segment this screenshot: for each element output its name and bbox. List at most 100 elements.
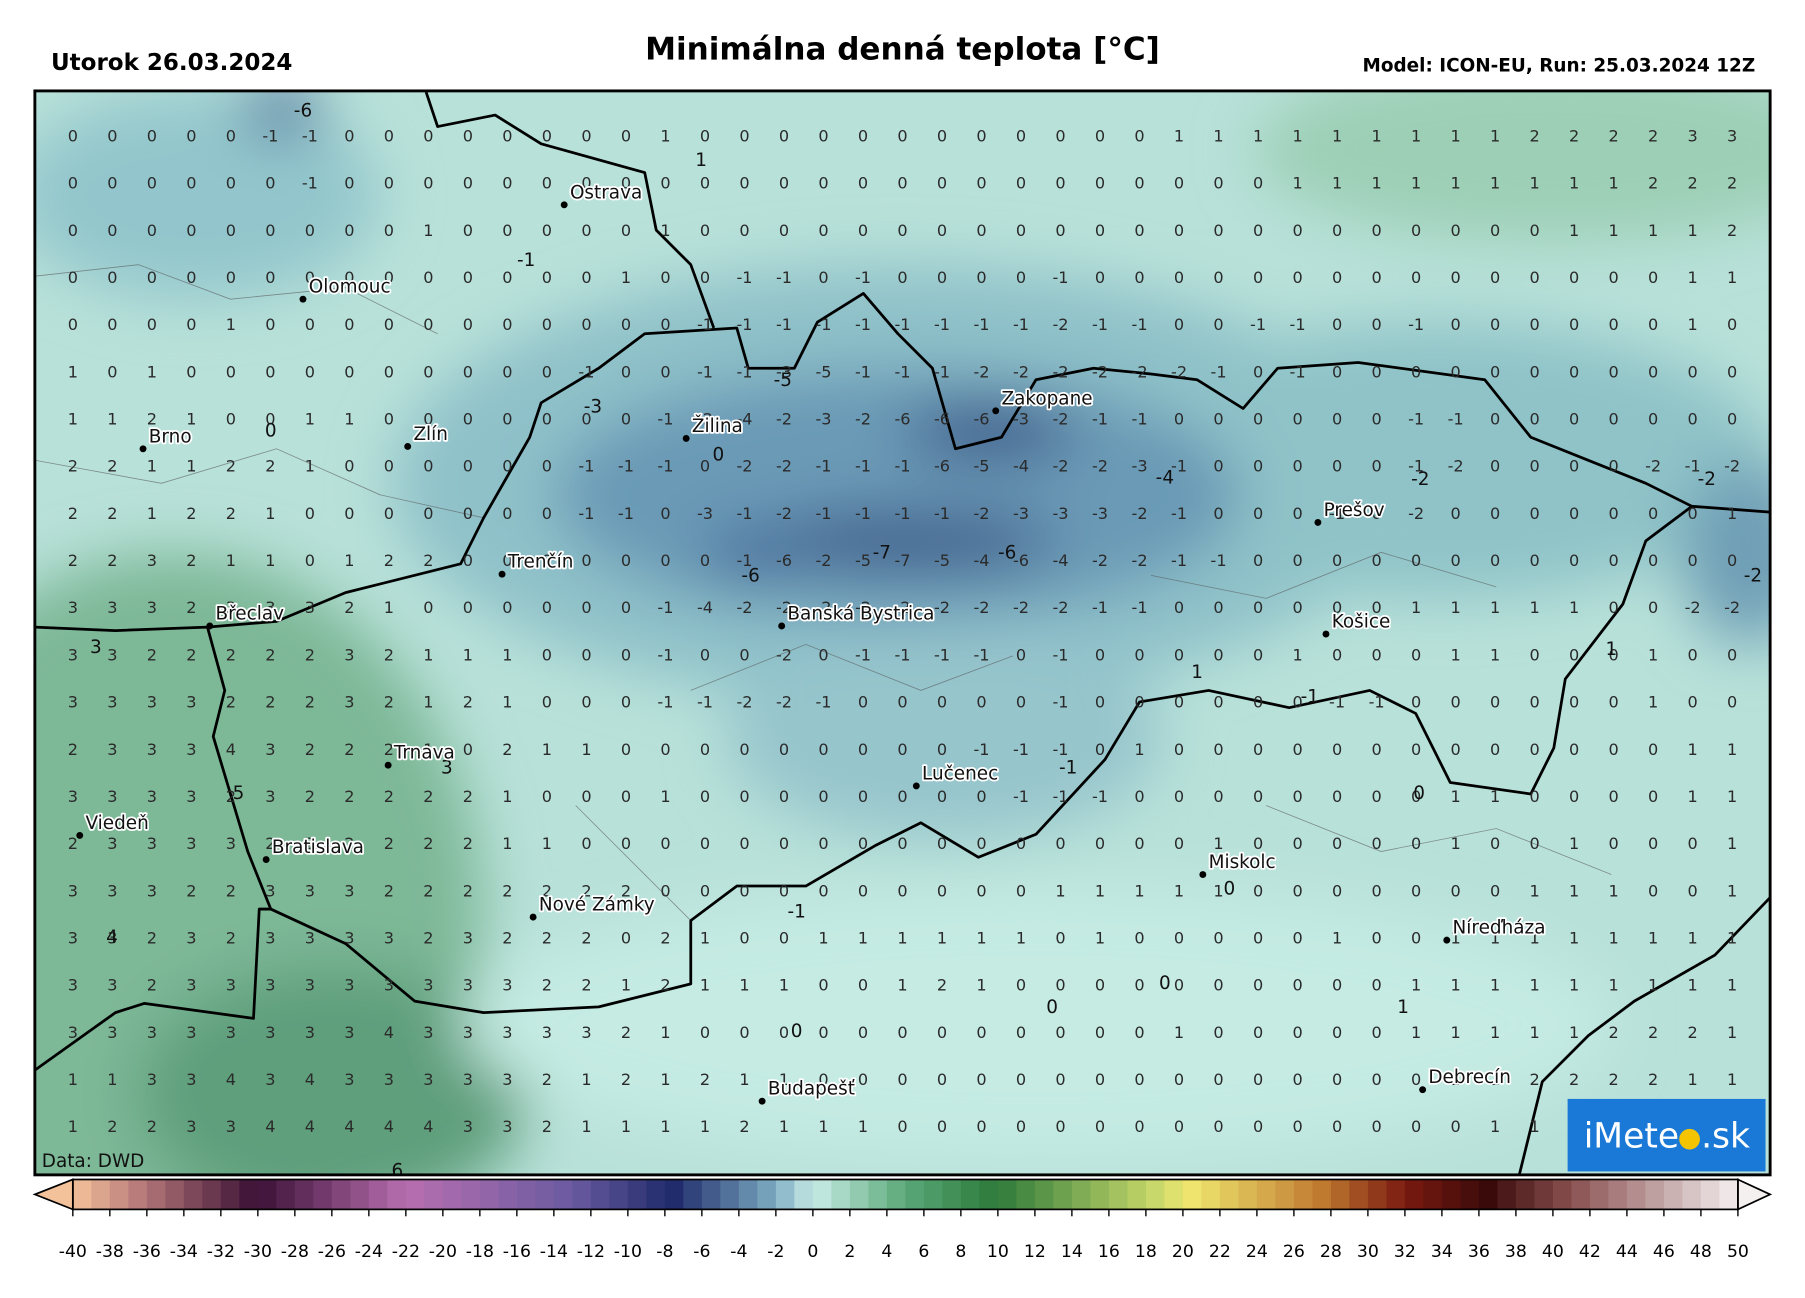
grid-value: 0: [463, 551, 473, 570]
grid-value: 0: [858, 693, 868, 712]
city-label: Viedeň: [85, 813, 148, 834]
grid-value: 0: [463, 457, 473, 476]
date-label: Utorok 26.03.2024: [51, 50, 292, 76]
grid-value: 0: [1688, 834, 1698, 853]
grid-value: 0: [1727, 645, 1737, 664]
grid-value: -1: [973, 740, 989, 759]
grid-value: 2: [107, 551, 117, 570]
colorbar-cell: [1164, 1179, 1184, 1210]
grid-value: -2: [1408, 504, 1424, 523]
grid-value: -1: [736, 551, 752, 570]
grid-value: 0: [1490, 551, 1500, 570]
grid-value: 1: [1490, 645, 1500, 664]
grid-value: -1: [855, 268, 871, 287]
grid-value: 0: [186, 268, 196, 287]
grid-value: 0: [581, 645, 591, 664]
grid-value: 1: [700, 928, 710, 947]
grid-value: 1: [1648, 221, 1658, 240]
colorbar-tick-label: -30: [244, 1242, 272, 1262]
grid-value: 1: [1529, 976, 1539, 995]
city-label: Břeclav: [216, 603, 285, 624]
grid-value: 0: [1292, 928, 1302, 947]
grid-value: 0: [621, 126, 631, 145]
grid-value: -1: [578, 457, 594, 476]
grid-value: -1: [1171, 457, 1187, 476]
extreme-value: 0: [265, 421, 277, 442]
grid-value: 0: [1648, 504, 1658, 523]
grid-value: -1: [618, 504, 634, 523]
grid-value: 0: [1253, 1023, 1263, 1042]
grid-value: 0: [344, 221, 354, 240]
grid-value: 0: [1727, 362, 1737, 381]
grid-value: 1: [1490, 1070, 1500, 1089]
grid-value: 1: [1569, 834, 1579, 853]
grid-value: 0: [384, 504, 394, 523]
grid-value: 3: [226, 834, 236, 853]
grid-value: 0: [621, 221, 631, 240]
grid-value: 0: [1688, 881, 1698, 900]
grid-value: 0: [581, 834, 591, 853]
grid-value: 3: [186, 740, 196, 759]
grid-value: 0: [1016, 645, 1026, 664]
grid-value: 1: [463, 645, 473, 664]
grid-value: 3: [186, 928, 196, 947]
grid-value: 0: [818, 834, 828, 853]
city-label: Nové Zámky: [539, 895, 655, 916]
grid-value: 2: [621, 881, 631, 900]
city-label: Brno: [149, 426, 192, 447]
grid-value: 1: [1569, 174, 1579, 193]
extreme-value: 0: [1413, 783, 1425, 804]
grid-value: 0: [423, 174, 433, 193]
grid-value: 1: [621, 268, 631, 287]
grid-value: 3: [463, 1070, 473, 1089]
grid-value: 3: [147, 881, 157, 900]
grid-value: 0: [700, 457, 710, 476]
grid-value: 0: [502, 221, 512, 240]
grid-value: 2: [68, 740, 78, 759]
grid-value: 2: [739, 1117, 749, 1136]
grid-value: 1: [186, 457, 196, 476]
grid-value: 4: [423, 1117, 433, 1136]
grid-value: 0: [858, 126, 868, 145]
grid-value: 2: [107, 457, 117, 476]
extreme-value: 1: [695, 150, 707, 171]
colorbar-cell: [868, 1179, 888, 1210]
grid-value: -2: [1013, 598, 1029, 617]
grid-value: 1: [1529, 881, 1539, 900]
grid-value: 0: [1371, 834, 1381, 853]
grid-value: 2: [463, 787, 473, 806]
grid-value: 3: [305, 928, 315, 947]
grid-value: 1: [1095, 928, 1105, 947]
grid-value: 0: [1411, 928, 1421, 947]
colorbar-tick-label: 50: [1727, 1242, 1749, 1262]
grid-value: 0: [700, 645, 710, 664]
grid-value: 0: [1371, 410, 1381, 429]
grid-value: 0: [660, 268, 670, 287]
grid-value: -4: [1013, 457, 1029, 476]
colorbar-cell: [831, 1179, 851, 1210]
grid-value: 0: [502, 410, 512, 429]
colorbar-cell: [1201, 1179, 1221, 1210]
grid-value: -1: [1013, 787, 1029, 806]
grid-value: 3: [1727, 126, 1737, 145]
grid-value: 0: [542, 787, 552, 806]
grid-value: 3: [107, 693, 117, 712]
city-dot: [498, 570, 506, 578]
grid-value: -1: [697, 315, 713, 334]
grid-value: 0: [502, 457, 512, 476]
grid-value: 0: [1450, 740, 1460, 759]
grid-value: 0: [1253, 362, 1263, 381]
colorbar-cell: [479, 1179, 499, 1210]
grid-value: 3: [186, 787, 196, 806]
grid-value: 2: [463, 693, 473, 712]
grid-value: 0: [1292, 410, 1302, 429]
grid-value: -5: [815, 362, 831, 381]
grid-value: -2: [1053, 410, 1069, 429]
city-dot: [206, 622, 214, 630]
extreme-value: 4: [106, 927, 118, 948]
grid-value: 0: [660, 740, 670, 759]
grid-value: 0: [1253, 881, 1263, 900]
grid-value: 2: [384, 551, 394, 570]
grid-value: 0: [1529, 504, 1539, 523]
